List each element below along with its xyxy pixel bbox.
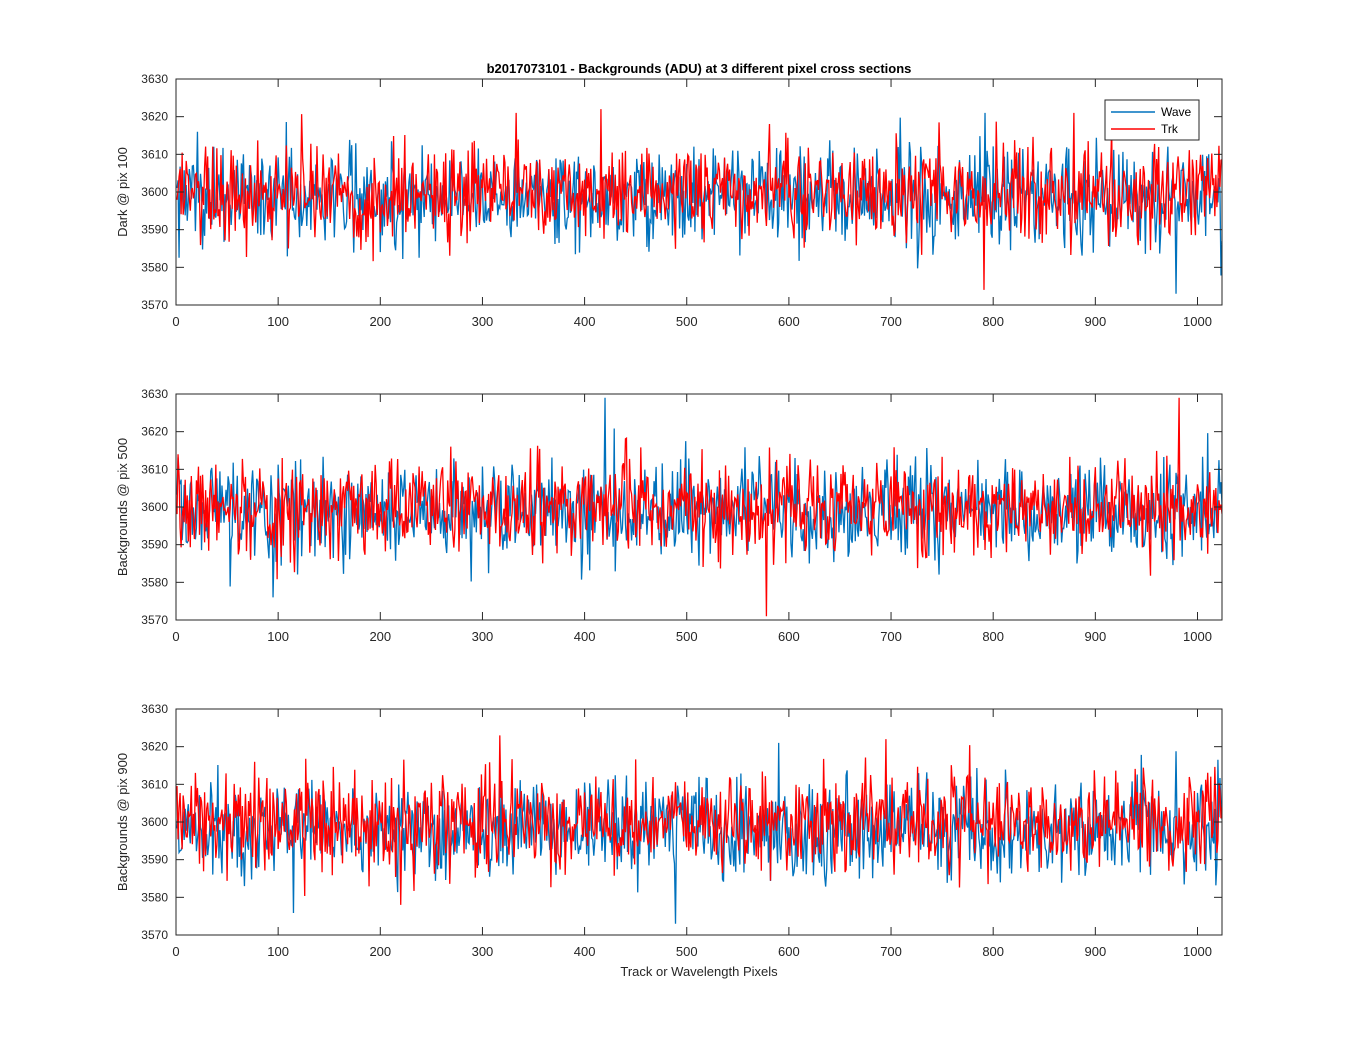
x-tick-label: 900 [1084, 629, 1106, 644]
x-tick-label: 500 [676, 944, 698, 959]
series-line-wave-panel-3 [176, 742, 1222, 924]
x-tick-label: 300 [472, 629, 494, 644]
y-tick-label: 3630 [141, 702, 168, 716]
x-tick-label: 1000 [1183, 944, 1212, 959]
y-tick-label: 3590 [141, 223, 168, 237]
y-tick-label: 3580 [141, 575, 168, 589]
y-tick-label: 3570 [141, 298, 168, 312]
x-tick-label: 0 [172, 629, 179, 644]
y-tick-label: 3600 [141, 500, 168, 514]
x-tick-label: 100 [267, 629, 289, 644]
legend[interactable]: Wave Trk [1104, 99, 1200, 141]
x-tick-label: 900 [1084, 314, 1106, 329]
y-tick-label: 3620 [141, 740, 168, 754]
x-tick-label: 800 [982, 629, 1004, 644]
x-tick-label: 500 [676, 314, 698, 329]
series-line-trk-panel-1 [176, 109, 1222, 290]
panel-3: 0 100 200 300 400 500 600 700 800 900 1000 3570 3580… [115, 702, 1223, 959]
y-tick-label: 3620 [141, 425, 168, 439]
x-tick-label: 500 [676, 629, 698, 644]
series-line-wave-panel-2 [176, 397, 1222, 598]
panel-2: 0 100 200 300 400 500 600 700 800 900 1000 3570 3580… [115, 387, 1223, 644]
y-tick-label: 3600 [141, 815, 168, 829]
legend-box [1104, 99, 1200, 141]
y-tick-label: 3610 [141, 462, 168, 476]
x-tick-label: 600 [778, 944, 800, 959]
x-tick-label: 600 [778, 629, 800, 644]
panel-1: 0 100 200 300 400 500 600 700 800 900 1000 3570 3580… [115, 72, 1223, 329]
y-axis-label-panel-3: Backgrounds @ pix 900 [115, 753, 130, 891]
y-tick-label: 3580 [141, 260, 168, 274]
x-tick-label: 700 [880, 314, 902, 329]
y-tick-label: 3570 [141, 928, 168, 942]
x-tick-label: 400 [574, 944, 596, 959]
x-tick-label: 1000 [1183, 629, 1212, 644]
figure-title: b2017073101 - Backgrounds (ADU) at 3 dif… [487, 61, 912, 76]
y-tick-label: 3600 [141, 185, 168, 199]
x-tick-label: 300 [472, 944, 494, 959]
x-tick-label: 0 [172, 314, 179, 329]
y-tick-label: 3610 [141, 147, 168, 161]
y-tick-label: 3590 [141, 853, 168, 867]
x-axis-label: Track or Wavelength Pixels [620, 964, 778, 979]
y-tick-label: 3590 [141, 538, 168, 552]
x-tick-label: 1000 [1183, 314, 1212, 329]
y-tick-label: 3620 [141, 110, 168, 124]
x-tick-label: 800 [982, 314, 1004, 329]
y-axis-label-panel-1: Dark @ pix 100 [115, 147, 130, 237]
y-tick-label: 3630 [141, 387, 168, 401]
x-tick-label: 100 [267, 944, 289, 959]
legend-label-wave: Wave [1161, 105, 1192, 119]
series-line-trk-panel-3 [176, 735, 1222, 905]
x-tick-label: 100 [267, 314, 289, 329]
x-tick-label: 700 [880, 944, 902, 959]
y-axis-label-panel-2: Backgrounds @ pix 500 [115, 438, 130, 576]
x-tick-label: 400 [574, 629, 596, 644]
y-tick-label: 3610 [141, 777, 168, 791]
x-tick-label: 700 [880, 629, 902, 644]
x-tick-label: 900 [1084, 944, 1106, 959]
x-tick-label: 300 [472, 314, 494, 329]
y-tick-label: 3580 [141, 890, 168, 904]
x-tick-label: 0 [172, 944, 179, 959]
panels: 0 100 200 300 400 500 600 700 800 900 100035703580… [115, 72, 1223, 959]
y-tick-label: 3630 [141, 72, 168, 86]
legend-label-trk: Trk [1161, 122, 1179, 136]
x-tick-label: 800 [982, 944, 1004, 959]
x-tick-label: 400 [574, 314, 596, 329]
x-tick-label: 200 [369, 314, 391, 329]
y-tick-label: 3570 [141, 613, 168, 627]
x-tick-label: 600 [778, 314, 800, 329]
x-tick-label: 200 [369, 944, 391, 959]
series-line-trk-panel-2 [176, 397, 1222, 617]
x-tick-label: 200 [369, 629, 391, 644]
